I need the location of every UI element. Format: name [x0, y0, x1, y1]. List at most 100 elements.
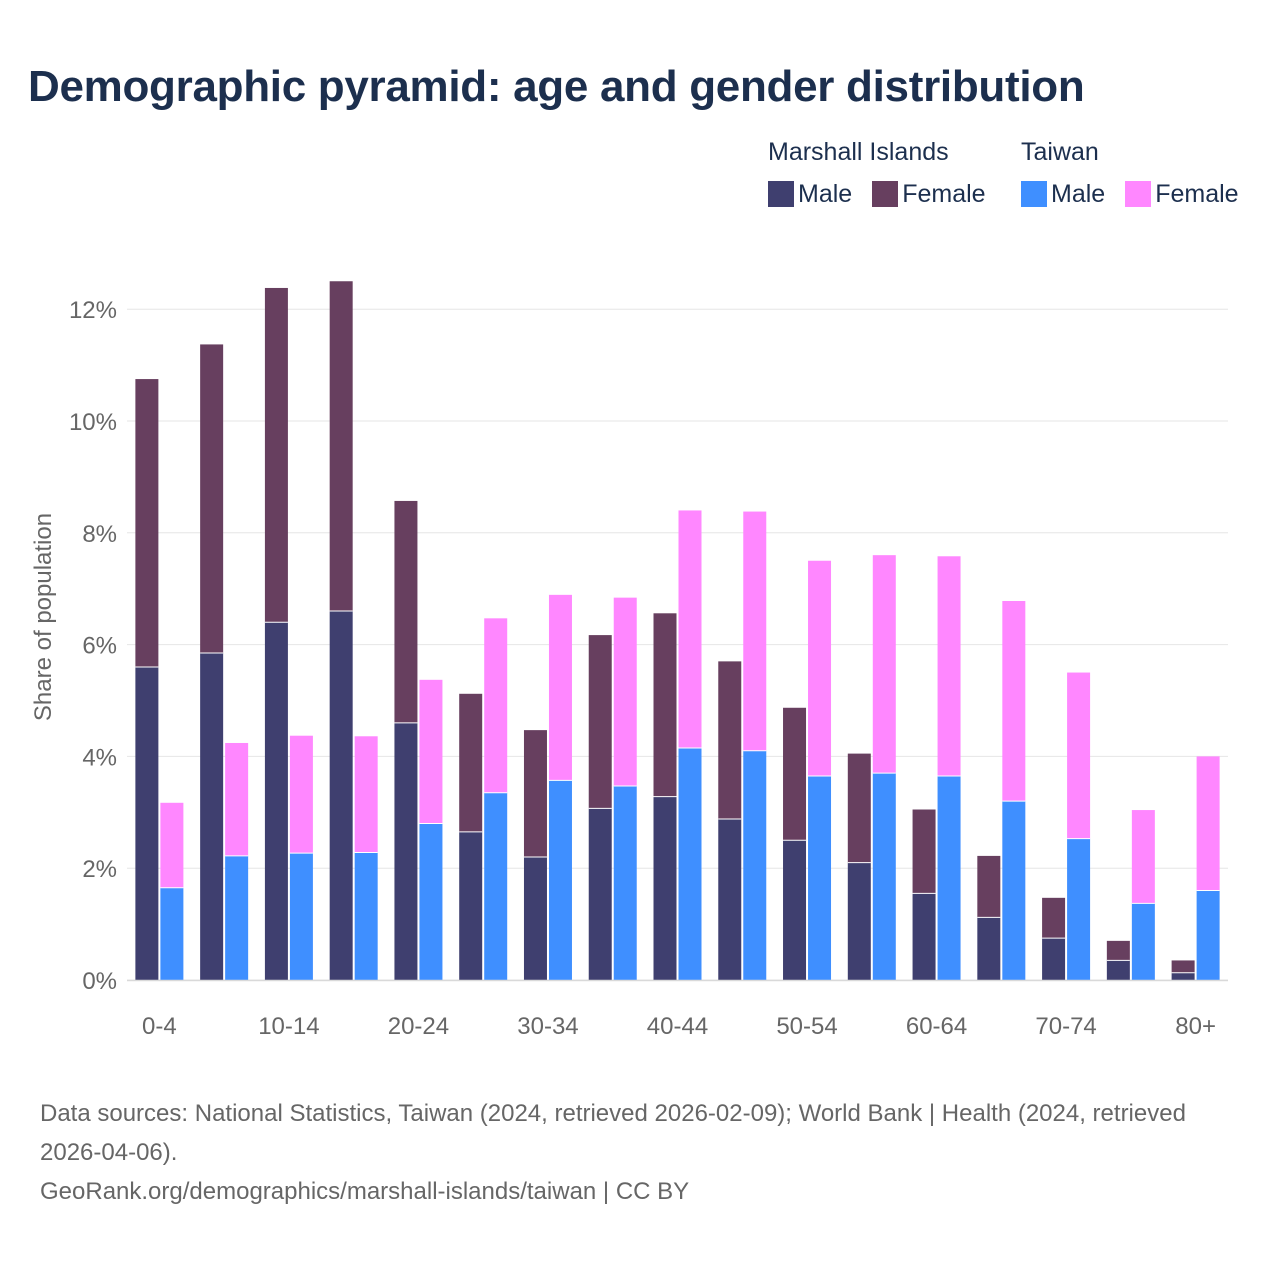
bar-marshall-male — [264, 622, 288, 980]
legend-heading: Taiwan — [1021, 138, 1099, 166]
x-tick-label: 30-34 — [517, 1013, 578, 1040]
bar-taiwan-female — [808, 560, 832, 776]
bar-marshall-male — [329, 611, 353, 980]
bar-taiwan-male — [678, 748, 702, 980]
bar-taiwan-female — [354, 736, 378, 853]
x-tick-label: 80+ — [1175, 1013, 1216, 1040]
bar-taiwan-female — [289, 735, 313, 854]
y-axis-label: Share of population — [30, 513, 57, 721]
bar-marshall-female — [523, 730, 547, 858]
bar-marshall-female — [135, 379, 159, 667]
bar-taiwan-male — [613, 786, 637, 980]
bar-taiwan-female — [1067, 672, 1091, 839]
y-tick-label: 0% — [82, 968, 117, 995]
bar-taiwan-female — [872, 555, 896, 774]
bar-taiwan-male — [743, 750, 767, 980]
legend-group-marshall-islands: Marshall Islands Male Female — [768, 138, 986, 208]
bar-taiwan-male — [548, 780, 572, 980]
bar-marshall-female — [394, 500, 418, 723]
bar-taiwan-female — [1131, 810, 1155, 904]
legend-label: Female — [1155, 180, 1239, 208]
legend-swatch — [872, 181, 899, 207]
bar-marshall-male — [1042, 938, 1066, 980]
bar-marshall-female — [912, 809, 936, 894]
bar-taiwan-female — [937, 556, 961, 776]
legend-item-taiwan-female[interactable]: Female — [1125, 180, 1239, 208]
bar-marshall-male — [459, 831, 483, 980]
bar-marshall-female — [718, 661, 742, 820]
bar-taiwan-female — [1196, 756, 1220, 891]
bar-marshall-female — [653, 613, 677, 797]
x-tick-label: 60-64 — [906, 1013, 967, 1040]
bar-marshall-female — [977, 855, 1001, 918]
bar-marshall-male — [135, 666, 159, 980]
x-tick-label: 0-4 — [142, 1013, 177, 1040]
legend-item-marshall-female[interactable]: Female — [872, 180, 986, 208]
bar-taiwan-female — [1002, 600, 1026, 802]
legend-item-taiwan-male[interactable]: Male — [1021, 180, 1105, 208]
bar-marshall-female — [264, 287, 288, 623]
bar-marshall-female — [783, 707, 807, 841]
bar-taiwan-female — [548, 594, 572, 781]
bar-taiwan-male — [1131, 903, 1155, 980]
x-tick-label: 10-14 — [258, 1013, 319, 1040]
bar-marshall-male — [394, 722, 418, 980]
bar-marshall-female — [329, 281, 353, 612]
legend-label: Female — [902, 180, 986, 208]
bar-marshall-male — [1171, 972, 1195, 980]
bar-taiwan-male — [225, 855, 249, 980]
bar-marshall-male — [523, 857, 547, 980]
bar-marshall-male — [718, 819, 742, 980]
chart-title: Demographic pyramid: age and gender dist… — [28, 62, 1085, 111]
footer: Data sources: National Statistics, Taiwa… — [40, 1094, 1240, 1211]
y-tick-label: 2% — [82, 856, 117, 883]
legend-label: Male — [1051, 180, 1106, 208]
bar-marshall-female — [200, 344, 224, 653]
y-tick-label: 8% — [82, 521, 117, 548]
x-tick-label: 50-54 — [776, 1013, 837, 1040]
bar-taiwan-female — [225, 742, 249, 856]
bar-marshall-male — [653, 796, 677, 980]
bar-taiwan-female — [743, 511, 767, 751]
y-tick-label: 12% — [69, 297, 117, 324]
bar-taiwan-male — [872, 773, 896, 980]
bar-marshall-male — [977, 917, 1001, 980]
legend-swatch — [768, 181, 794, 207]
bar-marshall-male — [200, 652, 224, 980]
bar-marshall-male — [588, 808, 612, 980]
bar-marshall-male — [847, 862, 871, 980]
y-tick-label: 6% — [82, 633, 117, 660]
bar-taiwan-male — [808, 775, 832, 980]
bar-taiwan-male — [484, 792, 508, 980]
bar-taiwan-male — [354, 852, 378, 980]
bar-taiwan-male — [937, 775, 961, 980]
bar-taiwan-male — [289, 853, 313, 980]
bar-taiwan-female — [160, 802, 184, 888]
bar-marshall-female — [459, 693, 483, 832]
bar-taiwan-male — [1067, 838, 1091, 980]
data-sources-note: Data sources: National Statistics, Taiwa… — [40, 1100, 1186, 1166]
source-url: GeoRank.org/demographics/marshall-island… — [40, 1178, 690, 1205]
bar-taiwan-male — [1002, 801, 1026, 980]
x-tick-label: 70-74 — [1035, 1013, 1096, 1040]
bar-taiwan-male — [1196, 890, 1220, 980]
bar-taiwan-female — [678, 510, 702, 749]
legend-item-marshall-male[interactable]: Male — [768, 180, 852, 208]
x-tick-label: 40-44 — [647, 1013, 708, 1040]
bar-marshall-female — [1106, 940, 1130, 961]
bar-taiwan-female — [484, 618, 508, 793]
bar-marshall-female — [847, 753, 871, 863]
bar-marshall-female — [588, 635, 612, 809]
bar-taiwan-male — [419, 823, 443, 980]
bar-taiwan-male — [160, 887, 184, 980]
legend-label: Male — [798, 180, 853, 208]
legend-swatch — [1125, 181, 1152, 207]
bar-marshall-female — [1171, 960, 1195, 973]
bar-taiwan-female — [613, 597, 637, 787]
bar-marshall-male — [1106, 960, 1130, 980]
bar-marshall-male — [912, 893, 936, 980]
legend-swatch — [1021, 181, 1047, 207]
legend-group-taiwan: Taiwan Male Female — [1021, 138, 1239, 208]
legend-heading: Marshall Islands — [768, 138, 949, 166]
